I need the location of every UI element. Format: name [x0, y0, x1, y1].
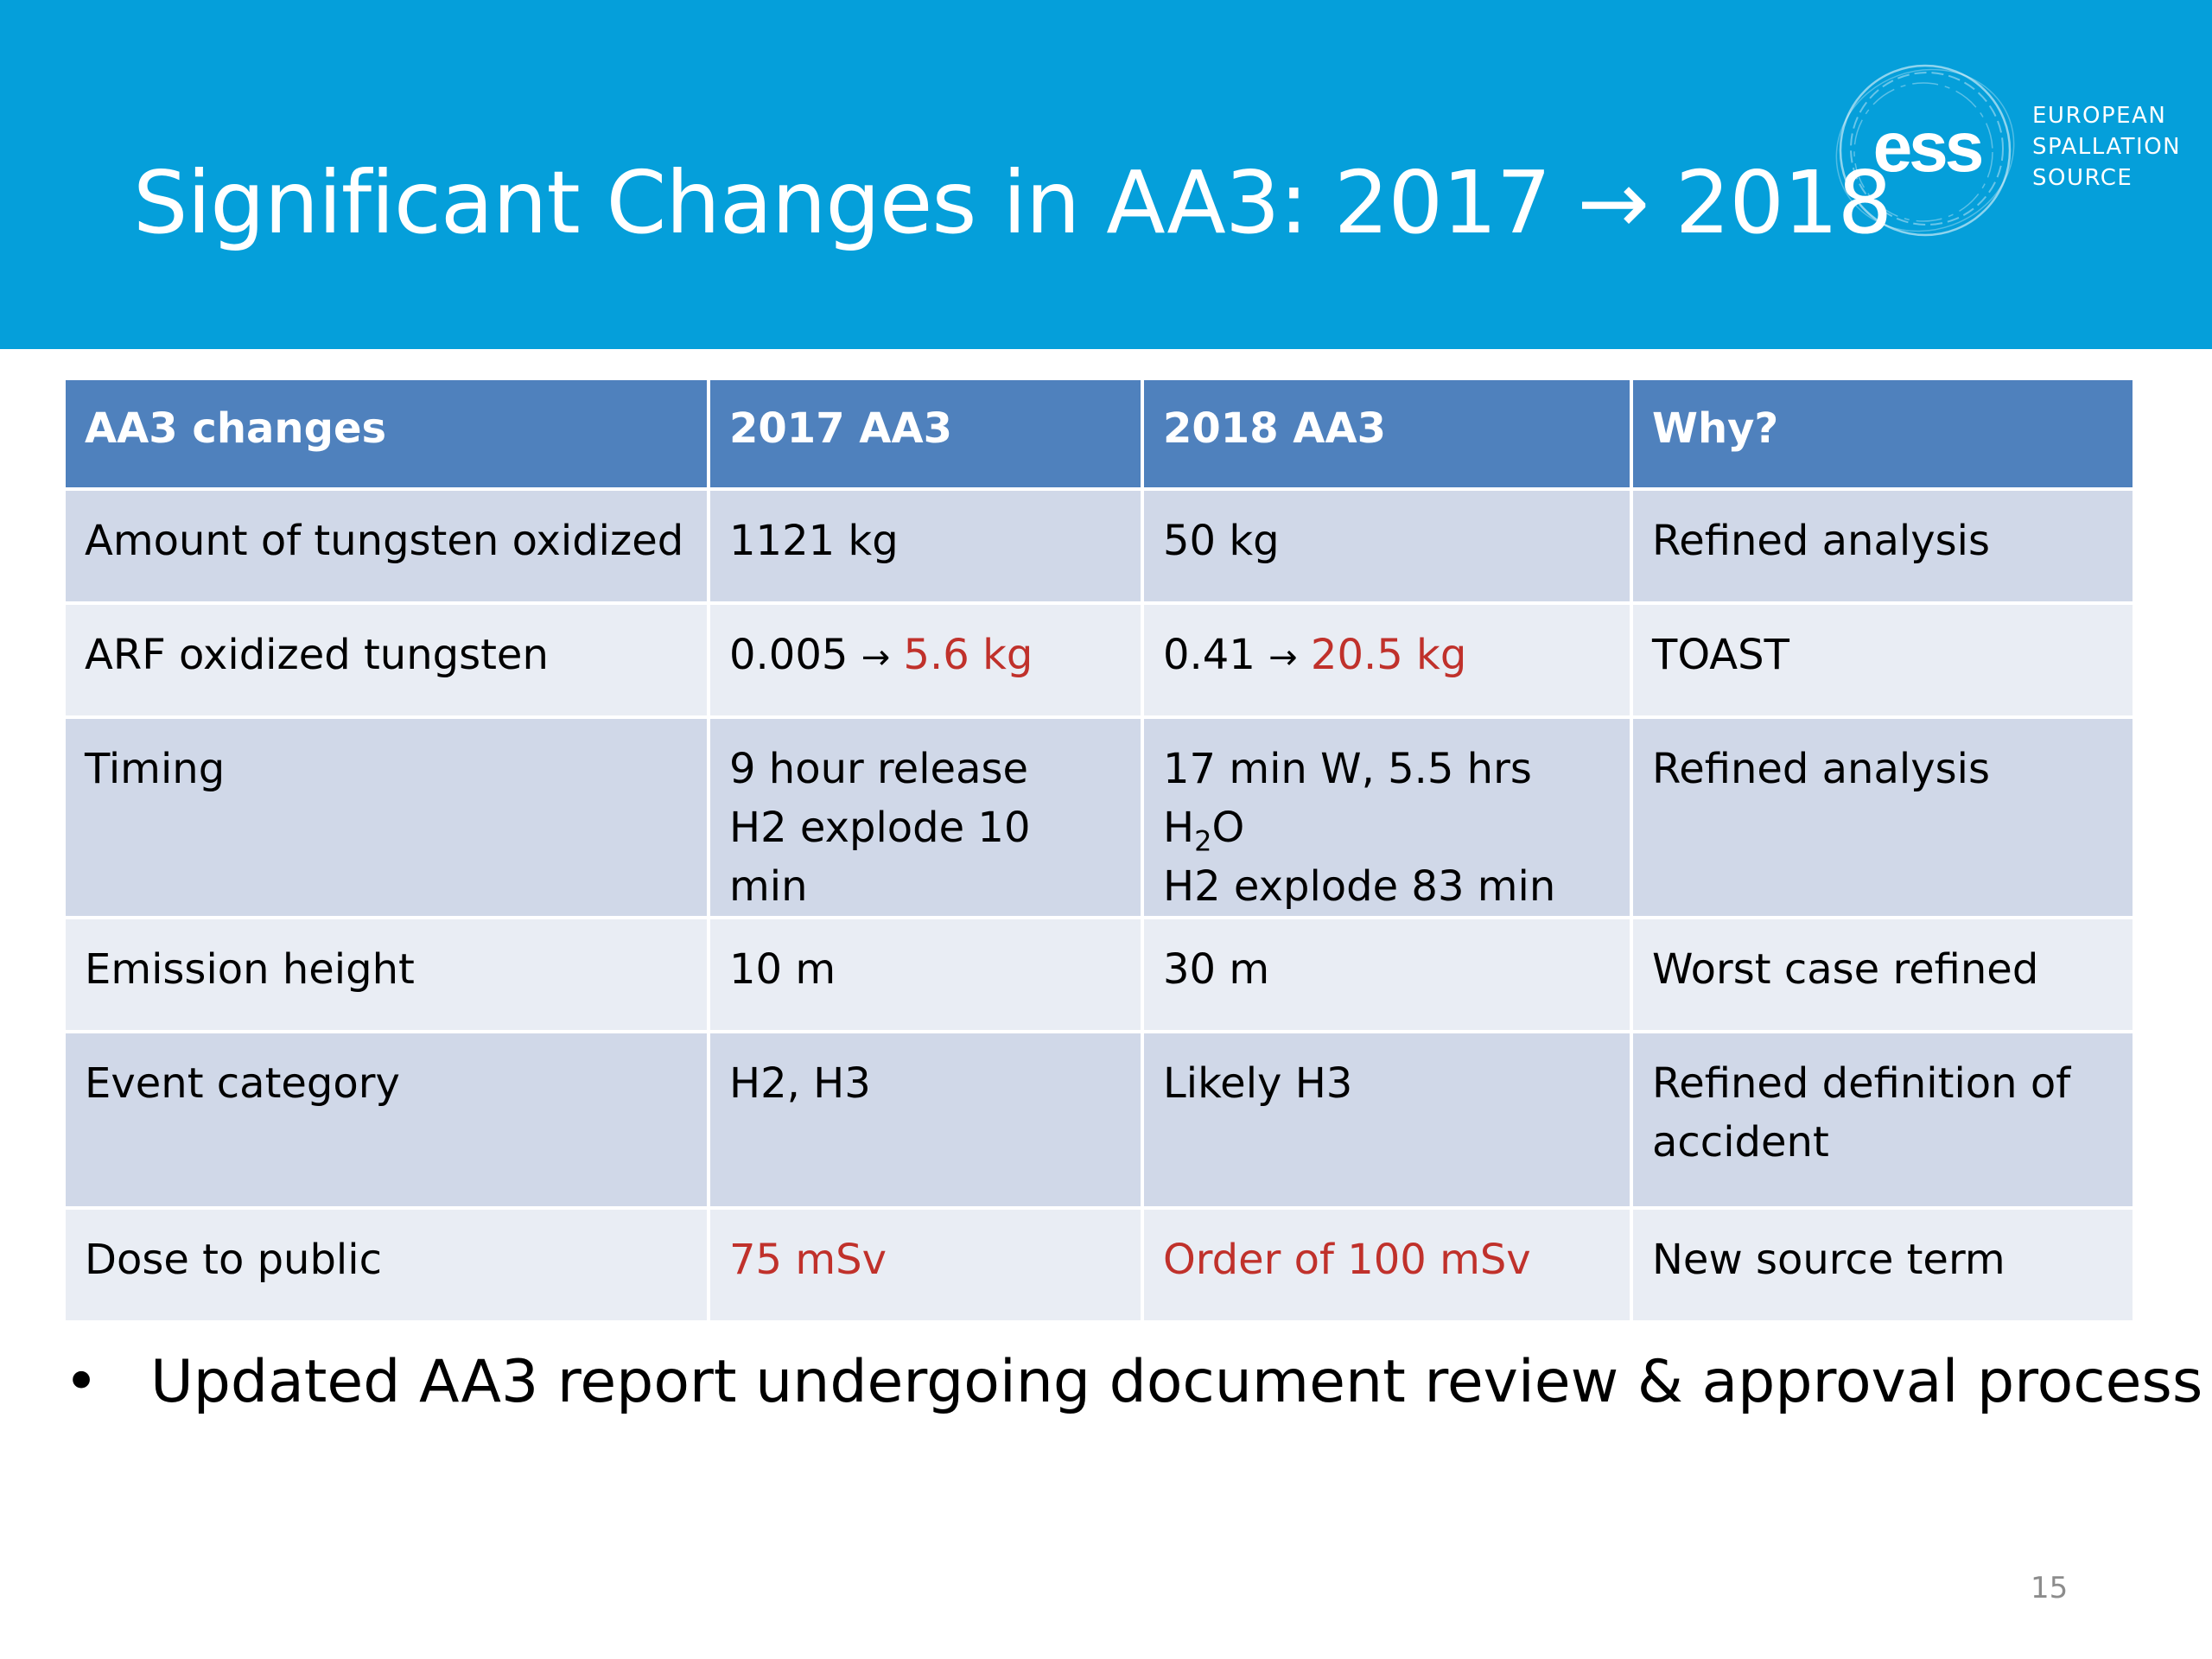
cell-2017: 75 mSv — [707, 1206, 1144, 1324]
arrow-icon: → — [1268, 638, 1298, 677]
cell-why: Worst case refined — [1630, 916, 2136, 1033]
bullet-marker: • — [64, 1348, 99, 1416]
cell-2018: Order of 100 mSv — [1141, 1206, 1633, 1324]
cell-change: Timing — [62, 715, 710, 919]
cell-why: Refined analysis — [1630, 715, 2136, 919]
highlight-value: 5.6 kg — [903, 631, 1033, 679]
cell-2018: 17 min W, 5.5 hrs H2O H2 explode 83 min — [1141, 715, 1633, 919]
cell-why: Refined analysis — [1630, 487, 2136, 605]
header-2017-aa3: 2017 AA3 — [707, 377, 1144, 491]
cell-2017: 0.005 → 5.6 kg — [707, 601, 1144, 719]
table-row: Timing 9 hour release H2 explode 10 min 1… — [62, 715, 2136, 919]
cell-2017: 1121 kg — [707, 487, 1144, 605]
title-banner: Significant Changes in AA3: 2017 → 2018 … — [0, 0, 2212, 349]
cell-why: TOAST — [1630, 601, 2136, 719]
cell-why: New source term — [1630, 1206, 2136, 1324]
cell-change: Dose to public — [62, 1206, 710, 1324]
cell-change: ARF oxidized tungsten — [62, 601, 710, 719]
table-row: Event category H2, H3 Likely H3 Refined … — [62, 1030, 2136, 1210]
page-number: 15 — [2031, 1571, 2069, 1605]
cell-2018: 0.41 → 20.5 kg — [1141, 601, 1633, 719]
cell-why: Refined definition of accident — [1630, 1030, 2136, 1210]
header-aa3-changes: AA3 changes — [62, 377, 710, 491]
cell-2018: 50 kg — [1141, 487, 1633, 605]
cell-2018: 30 m — [1141, 916, 1633, 1033]
logo-line-3: SOURCE — [2032, 165, 2133, 191]
cell-change: Event category — [62, 1030, 710, 1210]
svg-text:ess: ess — [1873, 108, 1982, 187]
highlight-value: 20.5 kg — [1310, 631, 1467, 679]
table-header-row: AA3 changes 2017 AA3 2018 AA3 Why? — [62, 377, 2136, 491]
ess-logo-wordmark: EUROPEAN SPALLATION SOURCE — [2032, 100, 2181, 194]
table-row: Dose to public 75 mSv Order of 100 mSv N… — [62, 1206, 2136, 1324]
header-2018-aa3: 2018 AA3 — [1141, 377, 1633, 491]
cell-2018: Likely H3 — [1141, 1030, 1633, 1210]
table-row: ARF oxidized tungsten 0.005 → 5.6 kg 0.4… — [62, 601, 2136, 719]
aa3-changes-table: AA3 changes 2017 AA3 2018 AA3 Why? Amoun… — [62, 377, 2136, 1324]
header-why: Why? — [1630, 377, 2136, 491]
arrow-icon: → — [861, 638, 891, 677]
ess-logo-mark: ess — [1835, 64, 2015, 237]
logo-line-2: SPALLATION — [2032, 134, 2182, 160]
bullet-point: • Updated AA3 report undergoing document … — [64, 1348, 2202, 1416]
bullet-text: Updated AA3 report undergoing document r… — [150, 1348, 2203, 1416]
cell-2017: 10 m — [707, 916, 1144, 1033]
ess-logo: ess EUROPEAN SPALLATION SOURCE — [1830, 57, 2202, 247]
table-row: Amount of tungsten oxidized 1121 kg 50 k… — [62, 487, 2136, 605]
logo-line-1: EUROPEAN — [2032, 103, 2167, 129]
cell-2017: H2, H3 — [707, 1030, 1144, 1210]
slide-title: Significant Changes in AA3: 2017 → 2018 — [133, 152, 1892, 253]
table-row: Emission height 10 m 30 m Worst case ref… — [62, 916, 2136, 1033]
cell-change: Amount of tungsten oxidized — [62, 487, 710, 605]
cell-change: Emission height — [62, 916, 710, 1033]
cell-2017: 9 hour release H2 explode 10 min — [707, 715, 1144, 919]
